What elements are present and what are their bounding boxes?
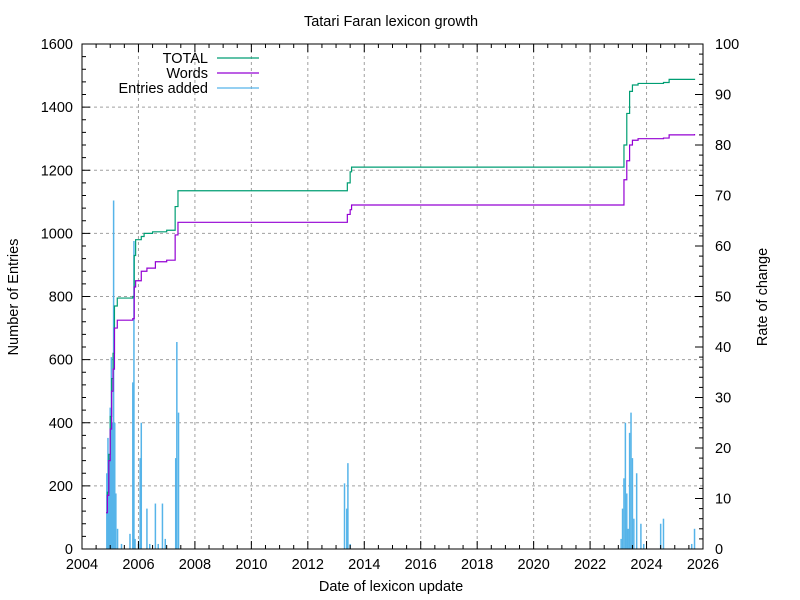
y2-tick-label: 40 [715, 340, 731, 356]
y2-axis-label: Rate of change [755, 248, 771, 346]
x-tick-label: 2016 [405, 557, 437, 573]
y-tick-label: 400 [49, 416, 73, 432]
x-tick-label: 2010 [235, 557, 267, 573]
y-tick-label: 0 [65, 542, 73, 558]
x-tick-label: 2006 [122, 557, 154, 573]
x-tick-label: 2008 [179, 557, 211, 573]
y-tick-label: 200 [49, 479, 73, 495]
y-tick-label: 800 [49, 290, 73, 306]
x-tick-label: 2012 [292, 557, 324, 573]
legend-label: Entries added [119, 81, 208, 97]
y-tick-label: 1600 [41, 37, 73, 53]
legend-label: TOTAL [163, 51, 208, 67]
y2-tick-label: 10 [715, 492, 731, 508]
x-tick-label: 2014 [348, 557, 380, 573]
x-tick-label: 2004 [66, 557, 98, 573]
y2-tick-label: 30 [715, 391, 731, 407]
y-axis-label: Number of Entries [6, 239, 22, 356]
y2-tick-label: 70 [715, 189, 731, 205]
x-tick-label: 2018 [461, 557, 493, 573]
series-lines [105, 78, 696, 514]
x-tick-label: 2024 [630, 557, 662, 573]
y2-tick-label: 0 [715, 542, 723, 558]
series-words [105, 133, 696, 514]
y2-tick-label: 60 [715, 239, 731, 255]
y2-tick-label: 80 [715, 138, 731, 154]
chart-title: Tatari Faran lexicon growth [304, 14, 478, 30]
x-tick-label: 2022 [574, 557, 606, 573]
y2-tick-label: 50 [715, 290, 731, 306]
grid-lines [82, 44, 703, 549]
y-tick-label: 1200 [41, 163, 73, 179]
axis-ticks: 2004 2006 2008 2010 2012 2014 2016 2018 2020 2022… [41, 37, 739, 573]
legend-label: Words [166, 66, 208, 82]
y-tick-label: 1400 [41, 100, 73, 116]
y2-tick-label: 20 [715, 441, 731, 457]
y-tick-label: 1000 [41, 226, 73, 242]
x-tick-label: 2026 [687, 557, 719, 573]
y2-tick-label: 90 [715, 88, 731, 104]
x-tick-label: 2020 [518, 557, 550, 573]
x-axis-label: Date of lexicon update [319, 579, 463, 595]
y-tick-label: 600 [49, 353, 73, 369]
series-total [105, 78, 696, 514]
y2-tick-label: 100 [715, 37, 739, 53]
